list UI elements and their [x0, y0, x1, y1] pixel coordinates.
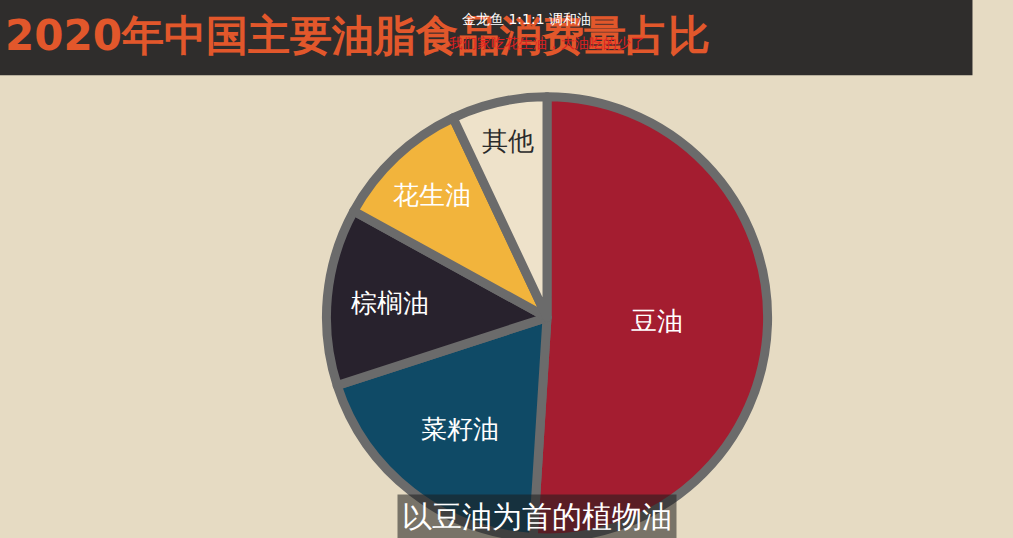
svg-text:我们家吃花生油，大油吃的少了: 我们家吃花生油，大油吃的少了: [449, 35, 645, 51]
svg-text:花生油: 花生油: [393, 180, 471, 210]
svg-text:以豆油为首的植物油: 以豆油为首的植物油: [402, 499, 672, 534]
svg-text:金龙鱼 1:1:1 调和油: 金龙鱼 1:1:1 调和油: [462, 11, 591, 27]
svg-text:豆油: 豆油: [631, 306, 683, 336]
svg-text:2020年中国主要油脂食品消费量占比: 2020年中国主要油脂食品消费量占比: [5, 11, 710, 60]
svg-text:菜籽油: 菜籽油: [421, 414, 499, 444]
svg-text:其他: 其他: [482, 126, 534, 156]
svg-text:棕榈油: 棕榈油: [351, 288, 429, 318]
